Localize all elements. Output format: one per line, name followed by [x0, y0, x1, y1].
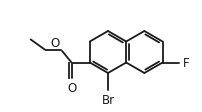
Text: O: O — [51, 37, 60, 50]
Text: F: F — [182, 56, 189, 69]
Text: Br: Br — [101, 94, 115, 106]
Text: O: O — [67, 82, 76, 95]
